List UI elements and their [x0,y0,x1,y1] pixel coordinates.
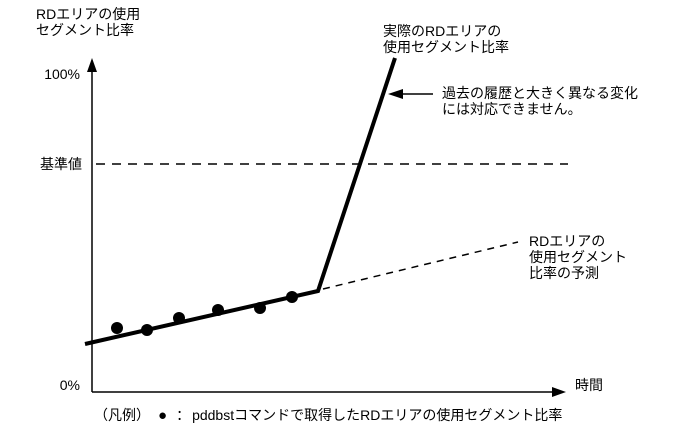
actual-usage-line [84,57,397,346]
y-tick-100: 100% [44,66,80,82]
y-axis-title-line1: RDエリアの使用 [36,6,141,22]
y-tick-0: 0% [59,377,80,393]
data-point [173,312,185,324]
data-point [254,302,266,314]
legend-prefix: （凡例） [94,407,150,423]
legend: （凡例） ● ： pddbstコマンドで取得したRDエリアの使用セグメント比率 [94,407,562,424]
legend-dot-icon: ● [158,407,168,424]
x-axis-arrowhead-icon [552,387,566,397]
warning-annotation-line2: には対応できません。 [442,101,582,117]
data-point [212,304,224,316]
x-axis-label: 時間 [575,377,603,393]
actual-usage-label: 実際のRDエリアの 使用セグメント比率 [383,23,509,55]
y-axis-title: RDエリアの使用 セグメント比率 [36,6,140,38]
y-axis-arrowhead-icon [87,58,97,72]
actual-usage-label-line2: 使用セグメント比率 [383,39,509,55]
y-tick-reference: 基準値 [40,156,82,172]
warning-annotation-line1: 過去の履歴と大きく異なる変化 [442,85,638,101]
prediction-dashed-line [322,241,519,290]
legend-separator: ： [176,407,191,423]
legend-text: pddbstコマンドで取得したRDエリアの使用セグメント比率 [192,407,563,423]
actual-usage-label-line1: 実際のRDエリアの [383,23,502,39]
prediction-label-line1: RDエリアの [529,233,606,249]
prediction-label: RDエリアの 使用セグメント 比率の予測 [529,233,627,281]
prediction-label-line3: 比率の予測 [529,265,599,281]
warning-annotation: 過去の履歴と大きく異なる変化 には対応できません。 [442,85,638,117]
data-point [141,324,153,336]
warning-arrowhead-icon [388,89,403,99]
data-point [111,322,123,334]
data-point [286,291,298,303]
y-axis-title-line2: セグメント比率 [36,22,134,38]
prediction-label-line2: 使用セグメント [529,249,627,265]
